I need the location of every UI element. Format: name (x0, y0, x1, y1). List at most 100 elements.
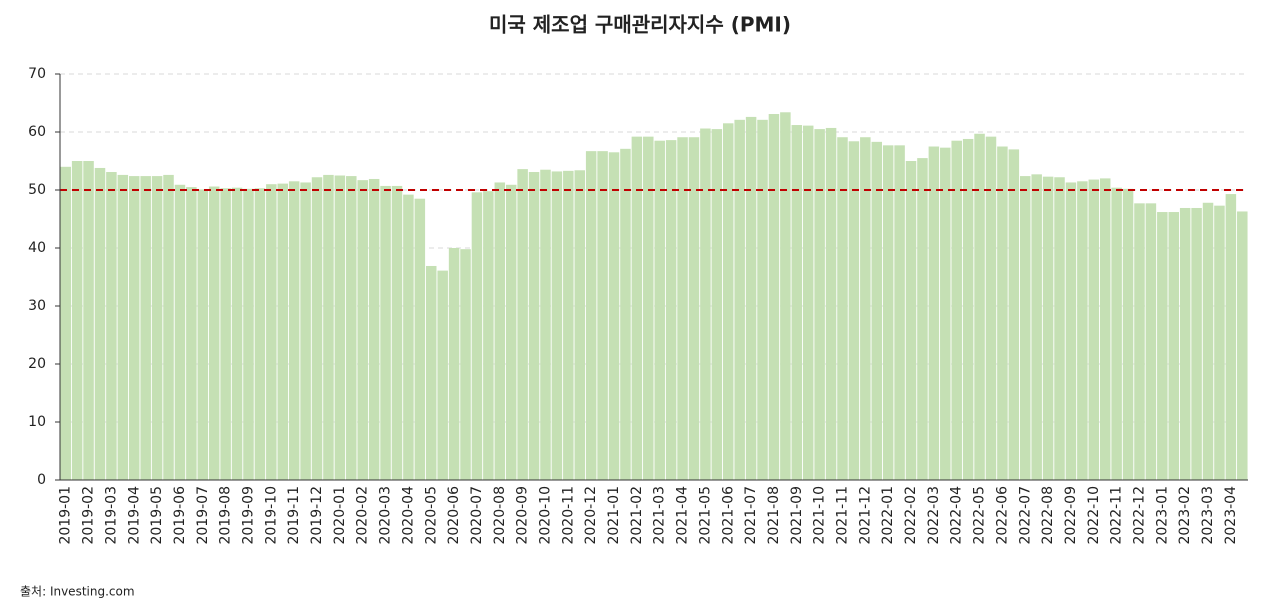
bar (403, 194, 414, 480)
bar (780, 112, 791, 480)
x-tick-label: 2021-08 (766, 486, 782, 545)
x-tick-label: 2022-01 (880, 486, 896, 545)
bar (357, 180, 368, 480)
bar (654, 140, 665, 480)
bar (1214, 205, 1225, 480)
bar (905, 161, 917, 480)
x-tick-label: 2019-10 (263, 486, 279, 545)
y-tick-label: 0 (37, 472, 46, 488)
bar (1202, 202, 1214, 480)
x-tick-label: 2021-03 (652, 486, 668, 545)
x-tick-label: 2019-06 (172, 486, 188, 545)
x-tick-label: 2019-01 (58, 486, 74, 545)
bar (288, 181, 300, 481)
bar (871, 141, 883, 481)
bar (254, 188, 266, 480)
bar (677, 137, 688, 480)
bar (1191, 207, 1202, 481)
bar (174, 184, 186, 480)
x-tick-label: 2020-07 (469, 486, 485, 545)
y-tick-label: 60 (28, 124, 46, 140)
bar (106, 172, 117, 480)
x-tick-label: 2021-06 (720, 486, 736, 545)
bar (620, 148, 631, 480)
x-tick-label: 2020-08 (492, 486, 508, 545)
x-tick-label: 2019-02 (81, 486, 97, 545)
y-tick-label: 40 (28, 240, 46, 256)
x-tick-label: 2020-12 (583, 486, 599, 545)
y-tick-label: 20 (28, 356, 46, 372)
bar (734, 119, 745, 480)
x-tick-label: 2022-04 (949, 486, 965, 545)
x-tick-label: 2020-11 (560, 486, 576, 545)
bar (231, 187, 243, 480)
bar (837, 137, 848, 480)
bar (1019, 176, 1031, 480)
bar (334, 175, 346, 480)
bar (83, 161, 94, 480)
bar (151, 176, 163, 480)
bar (928, 146, 940, 480)
bar (1042, 176, 1054, 480)
bar (802, 125, 814, 481)
x-tick-label: 2021-09 (789, 486, 805, 545)
x-tick-label: 2023-04 (1223, 486, 1239, 545)
bar (917, 158, 928, 480)
bar (768, 114, 780, 481)
x-tick-label: 2020-05 (423, 486, 439, 545)
bar (471, 192, 483, 480)
bar (60, 166, 71, 481)
bar (882, 145, 894, 480)
bar (563, 170, 574, 481)
bar (1111, 187, 1122, 480)
x-tick-label: 2023-03 (1200, 486, 1216, 545)
y-tick-label: 10 (28, 414, 46, 430)
bar (311, 177, 323, 481)
x-tick-label: 2022-08 (1040, 486, 1056, 545)
x-tick-label: 2021-01 (606, 486, 622, 545)
bar (894, 145, 905, 480)
x-tick-label: 2019-11 (286, 486, 302, 545)
x-tick-label: 2022-03 (926, 486, 942, 545)
bar (608, 152, 620, 481)
bar (1179, 207, 1191, 481)
bar (757, 119, 768, 480)
bar (1225, 194, 1237, 480)
x-tick-label: 2019-05 (149, 486, 165, 545)
bar (940, 147, 951, 480)
bar (460, 249, 471, 480)
bar (585, 151, 597, 480)
x-tick-label: 2022-05 (972, 486, 988, 545)
bar (711, 129, 723, 480)
bar (380, 185, 391, 480)
bar (1134, 203, 1145, 480)
x-tick-label: 2021-10 (812, 486, 828, 545)
bar (277, 183, 289, 480)
source-note: 출처: Investing.com (20, 585, 135, 599)
bar (517, 169, 528, 480)
bar (985, 136, 997, 480)
bar (688, 137, 700, 480)
x-tick-label: 2021-05 (697, 486, 713, 545)
x-tick-label: 2020-09 (515, 486, 531, 545)
bar (117, 174, 129, 481)
x-tick-label: 2023-02 (1177, 486, 1193, 545)
bar (163, 174, 174, 481)
bar (1145, 203, 1157, 480)
x-tick-label: 2021-11 (834, 486, 850, 545)
bar (140, 176, 151, 480)
bar (1088, 179, 1100, 480)
bar (1077, 181, 1088, 481)
x-tick-label: 2022-07 (1017, 486, 1033, 545)
bar (94, 167, 106, 480)
bar (414, 198, 426, 480)
bar (962, 138, 974, 480)
bar (391, 185, 403, 480)
x-tick-label: 2020-02 (355, 486, 371, 545)
bar (1157, 212, 1168, 481)
bar (494, 182, 506, 480)
bar (346, 176, 357, 480)
y-tick-label: 70 (28, 66, 46, 82)
x-tick-label: 2022-02 (903, 486, 919, 545)
x-tick-label: 2020-03 (378, 486, 394, 545)
